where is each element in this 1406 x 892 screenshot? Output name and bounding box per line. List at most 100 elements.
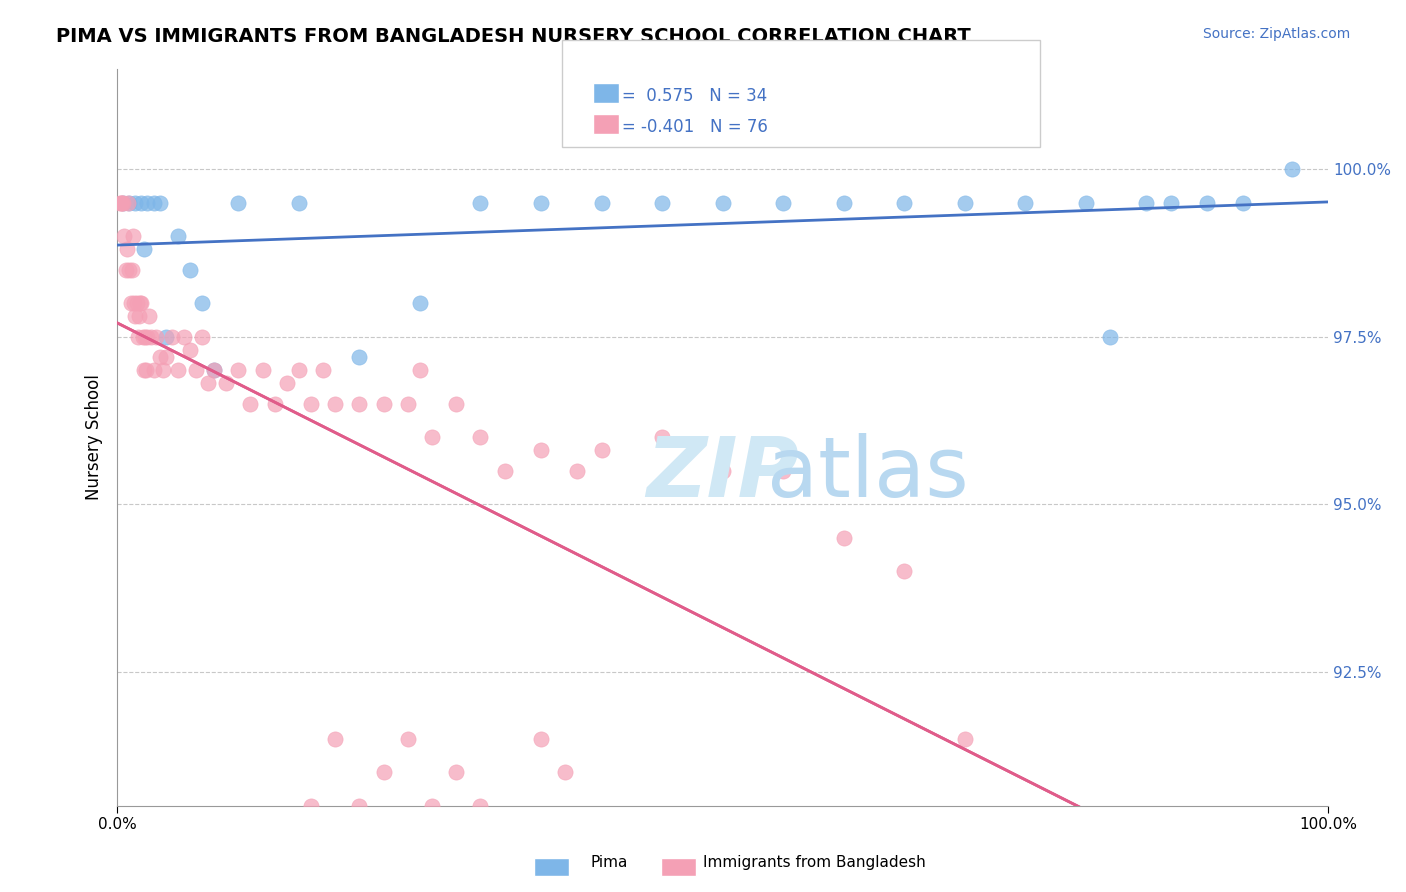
Point (115, 243, 138, 257)
Point (470, 195, 492, 210)
Point (152, 363, 174, 377)
Point (288, 195, 311, 210)
Point (166, 363, 188, 377)
Point (202, 363, 225, 377)
Point (135, 363, 157, 377)
Point (299, 798, 322, 813)
Point (134, 329, 156, 343)
Point (446, 765, 468, 780)
Point (1099, 329, 1122, 343)
Point (132, 363, 155, 377)
Point (139, 329, 162, 343)
Y-axis label: Nursery School: Nursery School (86, 374, 103, 500)
Point (160, 329, 183, 343)
Point (127, 329, 149, 343)
Text: R =  0.575   N = 34: R = 0.575 N = 34 (605, 87, 766, 105)
Point (252, 363, 274, 377)
Point (184, 363, 207, 377)
Point (131, 195, 153, 210)
Point (312, 363, 335, 377)
Point (711, 464, 734, 478)
Point (288, 363, 311, 377)
Point (124, 310, 146, 324)
Point (323, 396, 346, 410)
Point (530, 195, 553, 210)
Point (138, 310, 160, 324)
Point (117, 195, 139, 210)
Point (131, 296, 153, 310)
Text: Pima: Pima (591, 855, 628, 870)
Point (953, 195, 976, 210)
Point (446, 396, 468, 410)
Point (110, 195, 132, 210)
Point (112, 195, 135, 210)
Point (530, 731, 553, 746)
Point (711, 195, 734, 210)
Point (349, 798, 371, 813)
Point (651, 195, 673, 210)
Point (396, 731, 419, 746)
Point (1160, 195, 1182, 210)
Point (373, 765, 395, 780)
Point (373, 396, 395, 410)
Point (1195, 195, 1218, 210)
Point (148, 195, 170, 210)
Point (132, 243, 155, 257)
Point (226, 195, 249, 210)
Point (155, 350, 177, 364)
Text: ZIP: ZIP (647, 434, 799, 515)
Point (226, 363, 249, 377)
Point (202, 363, 225, 377)
Point (166, 229, 188, 244)
Point (1232, 195, 1254, 210)
Point (197, 376, 219, 391)
Point (112, 195, 135, 210)
Point (567, 464, 589, 478)
Point (122, 229, 145, 244)
Point (191, 296, 214, 310)
Point (136, 329, 159, 343)
Point (142, 195, 165, 210)
Point (121, 262, 143, 277)
Point (118, 262, 141, 277)
Point (772, 464, 794, 478)
Point (323, 731, 346, 746)
Point (349, 350, 371, 364)
Point (142, 363, 165, 377)
Point (145, 329, 167, 343)
Point (1281, 161, 1303, 176)
Point (591, 195, 613, 210)
Point (832, 195, 855, 210)
Point (893, 195, 915, 210)
Point (554, 765, 576, 780)
Point (179, 343, 201, 357)
Point (239, 396, 262, 410)
Point (155, 329, 177, 343)
Point (124, 195, 146, 210)
Point (120, 296, 142, 310)
Point (530, 443, 553, 458)
Point (128, 310, 150, 324)
Point (591, 443, 613, 458)
Point (409, 296, 432, 310)
Point (1135, 195, 1157, 210)
Point (494, 464, 516, 478)
Point (125, 296, 148, 310)
Point (832, 531, 855, 545)
Point (1074, 195, 1097, 210)
Point (111, 195, 134, 210)
Point (420, 430, 443, 444)
Point (409, 363, 432, 377)
Point (114, 262, 136, 277)
Point (349, 396, 371, 410)
Point (299, 396, 322, 410)
Point (772, 195, 794, 210)
Point (470, 430, 492, 444)
Point (131, 329, 153, 343)
Text: Source: ZipAtlas.com: Source: ZipAtlas.com (1202, 27, 1350, 41)
Text: PIMA VS IMMIGRANTS FROM BANGLADESH NURSERY SCHOOL CORRELATION CHART: PIMA VS IMMIGRANTS FROM BANGLADESH NURSE… (56, 27, 972, 45)
Point (470, 798, 492, 813)
Point (114, 229, 136, 244)
Point (118, 195, 141, 210)
Text: atlas: atlas (768, 434, 969, 515)
